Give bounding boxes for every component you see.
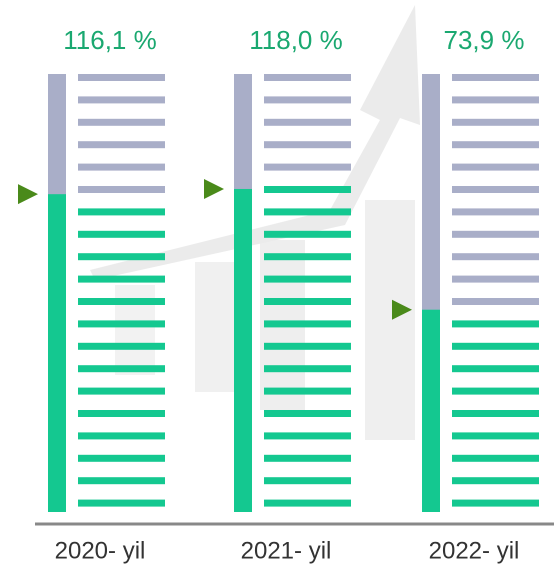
background-decoration: [90, 5, 420, 440]
stripe: [452, 365, 539, 373]
stripe: [78, 253, 165, 261]
stripe: [452, 387, 539, 395]
stripe: [78, 477, 165, 485]
stripe: [78, 186, 165, 193]
stripe: [264, 230, 351, 238]
stripe: [452, 298, 539, 305]
stripe: [78, 141, 165, 149]
x-tick-label: 2020- yil: [55, 537, 146, 564]
stripe: [264, 118, 351, 126]
bar: [234, 188, 252, 512]
stripe: [264, 477, 351, 485]
stripe: [452, 163, 539, 171]
stripe: [452, 410, 539, 417]
stripe: [452, 432, 539, 440]
level-marker: [392, 299, 412, 320]
stripe: [264, 298, 351, 305]
stripe: [78, 499, 165, 507]
stripe: [78, 74, 165, 81]
stripe: [78, 387, 165, 395]
stripe: [78, 163, 165, 171]
value-label: 118,0 %: [249, 25, 342, 55]
value-label: 116,1 %: [63, 25, 156, 55]
stripe: [452, 74, 539, 81]
stripe: [78, 410, 165, 417]
stripe: [78, 365, 165, 373]
stripe: [452, 118, 539, 126]
stripe: [78, 275, 165, 283]
stripe: [78, 298, 165, 305]
level-marker: [18, 184, 38, 205]
x-tick-label: 2021- yil: [241, 537, 332, 564]
stripe: [264, 499, 351, 507]
stripe: [78, 208, 165, 216]
stripe: [452, 230, 539, 238]
stripe: [78, 432, 165, 440]
stripe: [452, 275, 539, 283]
stripe: [264, 186, 351, 193]
stripe: [452, 499, 539, 507]
stripe: [452, 141, 539, 149]
stripe: [452, 454, 539, 462]
stripe: [264, 432, 351, 440]
stripe: [264, 320, 351, 328]
stripe: [264, 96, 351, 104]
stripe: [452, 477, 539, 485]
stripe: [452, 96, 539, 104]
stripe: [452, 253, 539, 261]
stripe: [264, 163, 351, 171]
x-tick-label: 2022- yil: [429, 537, 520, 564]
stripe: [452, 186, 539, 193]
stripe: [264, 342, 351, 350]
stripe: [264, 387, 351, 395]
stripe: [264, 253, 351, 261]
stripe: [452, 320, 539, 328]
stripe: [78, 454, 165, 462]
stripe: [264, 208, 351, 216]
stripe: [264, 74, 351, 81]
stripe: [264, 410, 351, 417]
stripe: [78, 96, 165, 104]
stripe: [78, 118, 165, 126]
bar: [48, 194, 66, 512]
stripe: [264, 365, 351, 373]
stripe: [264, 275, 351, 283]
stripe: [452, 342, 539, 350]
bar: [422, 309, 440, 512]
level-marker: [204, 178, 224, 199]
stripe: [78, 230, 165, 238]
stripe: [264, 454, 351, 462]
stripe: [264, 141, 351, 149]
value-label: 73,9 %: [444, 25, 525, 55]
stripe: [78, 320, 165, 328]
stripe: [78, 342, 165, 350]
stripe: [452, 208, 539, 216]
